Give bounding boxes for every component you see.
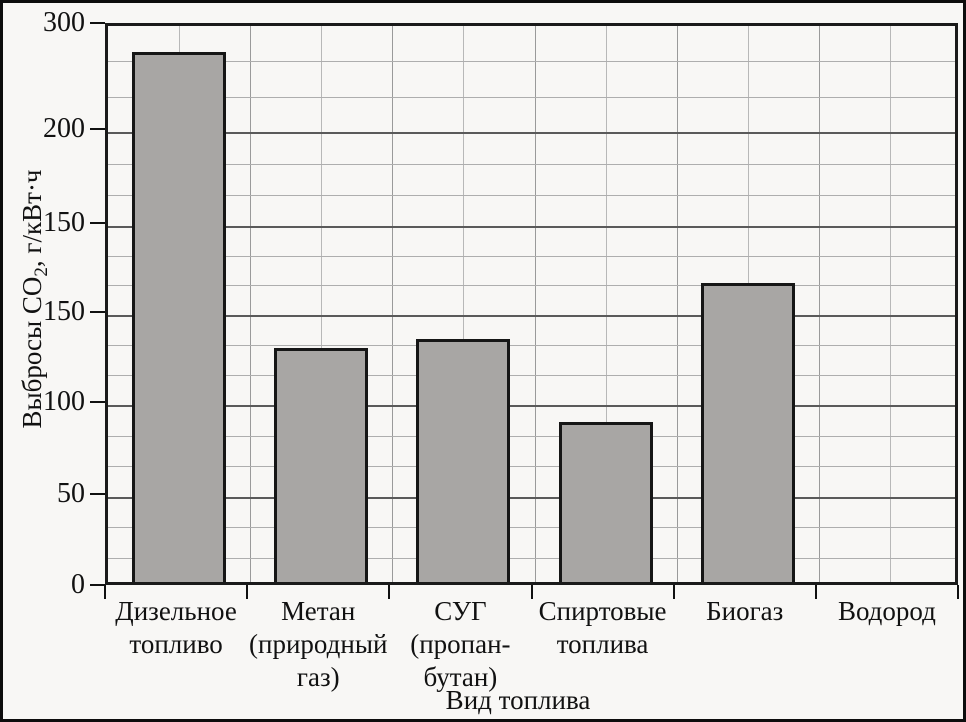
- x-axis-category-label-diesel-fuel: Дизельное топливо: [66, 595, 286, 661]
- category-label-line: (пропан-: [410, 629, 511, 659]
- bar-diesel-fuel: [132, 52, 227, 582]
- y-axis-tick-mark: [90, 222, 105, 225]
- y-axis-title-subscript: 2: [31, 267, 53, 277]
- vertical-gridline: [392, 26, 394, 582]
- bar-lpg-propane-butane: [416, 339, 511, 582]
- category-label-line: Биогаз: [706, 596, 784, 626]
- minor-gridline: [108, 344, 955, 346]
- category-label-line: топлива: [556, 629, 649, 659]
- minor-gridline: [108, 285, 955, 287]
- vertical-gridline: [605, 26, 607, 582]
- x-axis-tick-mark: [957, 585, 959, 599]
- y-axis-tick-label: 50: [57, 477, 85, 509]
- minor-gridline: [108, 96, 955, 98]
- category-label-line: газ): [296, 662, 340, 692]
- x-axis-category-label-biogas: Биогаз: [635, 595, 855, 628]
- minor-gridline: [108, 255, 955, 257]
- minor-gridline: [108, 466, 955, 468]
- category-label-line: Метан: [281, 596, 356, 626]
- x-axis-title: Вид топлива: [445, 685, 591, 715]
- x-axis-category-label-hydrogen: Водород: [777, 595, 963, 628]
- x-axis-tick-mark: [104, 585, 106, 599]
- major-gridline: [108, 226, 955, 229]
- bar-biogas: [700, 283, 795, 582]
- x-axis-tick-mark: [388, 585, 391, 599]
- x-axis-category-label-methane-natural-gas: Метан (природный газ): [208, 595, 428, 694]
- minor-gridline: [108, 163, 955, 165]
- plot-area: [105, 23, 958, 585]
- x-axis-tick-mark: [672, 585, 675, 599]
- category-label-line: бутан): [423, 662, 498, 692]
- y-axis-tick-label: 200: [43, 113, 85, 145]
- minor-gridline: [108, 527, 955, 529]
- y-axis-tick-label: 100: [43, 385, 85, 417]
- y-axis-tick-label: 300: [43, 7, 85, 38]
- y-axis-tick-mark: [90, 584, 105, 586]
- y-axis-tick-mark: [90, 22, 105, 24]
- y-axis-tick-label: 150: [43, 295, 85, 327]
- major-gridline: [108, 132, 955, 135]
- minor-gridline: [108, 61, 955, 63]
- major-gridline: [108, 496, 955, 499]
- bar-alcohol-fuels: [558, 421, 653, 582]
- category-label-line: Спиртовые: [538, 596, 667, 626]
- major-gridline: [108, 314, 955, 317]
- x-axis-tick-mark: [530, 585, 533, 599]
- minor-gridline: [108, 557, 955, 559]
- category-label-line: топливо: [129, 629, 223, 659]
- category-label-line: Дизельное: [115, 596, 237, 626]
- y-axis-tick-mark: [90, 310, 105, 313]
- minor-gridline: [108, 435, 955, 437]
- bar-methane-natural-gas: [274, 348, 369, 582]
- x-axis-category-label-alcohol-fuels: Спиртовые топлива: [493, 595, 713, 661]
- vertical-gridline: [818, 26, 820, 582]
- x-axis-category-label-lpg-propane-butane: СУГ (пропан-бутан): [350, 595, 570, 694]
- category-label-line: (природный: [249, 629, 388, 659]
- vertical-gridline: [889, 26, 891, 582]
- y-axis-tick-label: 150: [43, 207, 85, 239]
- y-axis-tick-mark: [90, 492, 105, 495]
- x-axis-tick-mark: [246, 585, 249, 599]
- vertical-gridline: [463, 26, 465, 582]
- category-label-line: СУГ: [434, 596, 487, 626]
- vertical-gridline: [534, 26, 536, 582]
- minor-gridline: [108, 374, 955, 376]
- vertical-gridline: [250, 26, 252, 582]
- vertical-gridline: [321, 26, 323, 582]
- y-axis-tick-mark: [90, 128, 105, 131]
- minor-gridline: [108, 194, 955, 196]
- category-label-line: Водород: [837, 596, 936, 626]
- x-axis-tick-mark: [814, 585, 817, 599]
- y-axis-tick-mark: [90, 400, 105, 403]
- y-axis-tick-label: 0: [71, 569, 85, 600]
- vertical-gridline: [676, 26, 678, 582]
- major-gridline: [108, 404, 955, 407]
